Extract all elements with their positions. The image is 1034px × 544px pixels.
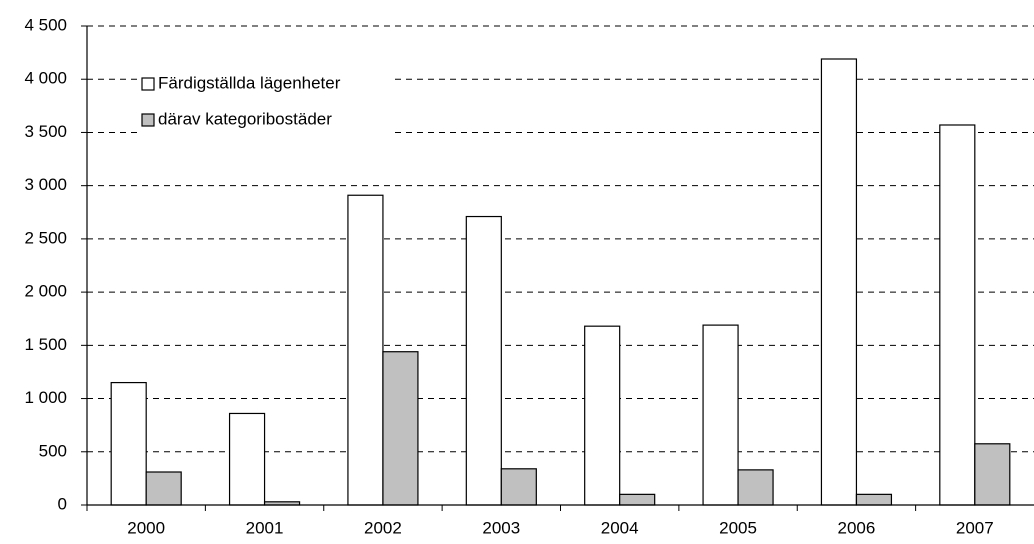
legend-label: därav kategoribostäder — [158, 109, 332, 128]
bar — [228, 412, 266, 506]
x-tick-label: 2001 — [246, 518, 284, 537]
bar — [855, 493, 893, 506]
bar — [465, 215, 502, 506]
y-tick-label: 500 — [39, 441, 67, 460]
legend-swatch — [141, 113, 155, 127]
legend-swatch — [141, 77, 155, 91]
bar — [939, 124, 976, 506]
x-tick-label: 2007 — [956, 518, 994, 537]
bar — [974, 443, 1011, 506]
x-tick-label: 2006 — [838, 518, 876, 537]
x-tick-label: 2002 — [364, 518, 402, 537]
bar — [584, 325, 621, 506]
x-tick-label: 2004 — [601, 518, 639, 537]
y-tick-label: 2 000 — [24, 282, 67, 301]
x-tick-label: 2003 — [482, 518, 520, 537]
y-tick-label: 4 000 — [24, 69, 67, 88]
y-tick-label: 3 000 — [24, 175, 67, 194]
bar — [347, 194, 384, 506]
x-tick-label: 2005 — [719, 518, 757, 537]
bar — [820, 58, 858, 506]
bar — [110, 381, 147, 506]
y-tick-label: 1 500 — [24, 335, 67, 354]
bar — [382, 351, 419, 506]
bar — [500, 468, 537, 506]
y-tick-label: 0 — [58, 494, 67, 513]
y-tick-label: 4 500 — [24, 15, 67, 34]
bar — [619, 493, 656, 506]
bar — [145, 471, 182, 506]
legend-label: Färdigställda lägenheter — [158, 73, 341, 92]
bar — [702, 324, 739, 506]
y-tick-label: 1 000 — [24, 388, 67, 407]
bar — [737, 469, 774, 506]
y-tick-label: 3 500 — [24, 122, 67, 141]
legend — [140, 66, 395, 138]
x-tick-label: 2000 — [127, 518, 165, 537]
y-tick-label: 2 500 — [24, 228, 67, 247]
